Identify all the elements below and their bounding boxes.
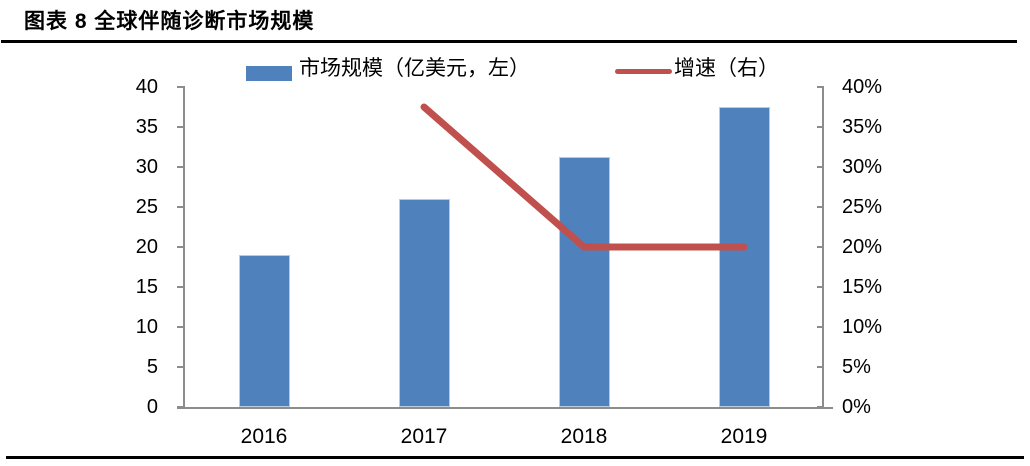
legend-label-market-size: 市场规模（亿美元，左） — [299, 57, 530, 80]
line-series-swatch-icon — [615, 69, 672, 74]
x-axis — [177, 407, 833, 409]
figure-bottom-divider — [6, 456, 1024, 459]
right-axis-tick-label: 20% — [842, 236, 883, 258]
left-y-axis — [183, 86, 185, 409]
x-axis-label-2019: 2019 — [720, 425, 768, 448]
bar-2017 — [398, 199, 450, 407]
bar-series-swatch-icon — [246, 66, 292, 81]
left-axis-tick — [177, 366, 184, 368]
right-axis-tick-label: 30% — [842, 156, 883, 178]
right-axis-tick-label: 10% — [842, 316, 883, 338]
legend-item-market-size: 市场规模（亿美元，左） — [246, 56, 530, 82]
right-axis-tick — [817, 126, 823, 128]
left-axis-tick — [177, 286, 184, 288]
legend-item-growth: 增速（右） — [615, 56, 779, 82]
right-axis-tick — [817, 166, 823, 168]
bar-2016 — [238, 255, 290, 407]
right-axis-tick — [817, 326, 823, 328]
bar-2018 — [558, 156, 610, 407]
chart-title: 图表 8 全球伴随诊断市场规模 — [24, 10, 315, 33]
title-divider — [1, 40, 1017, 43]
left-axis-tick — [177, 406, 184, 408]
x-axis-label-2016: 2016 — [240, 425, 288, 448]
right-axis-tick-label: 0% — [842, 396, 871, 418]
x-axis-label-2017: 2017 — [400, 425, 448, 448]
left-axis-tick — [177, 206, 184, 208]
left-axis-tick-label: 10 — [135, 316, 158, 338]
left-axis-tick-label: 0 — [146, 396, 158, 418]
right-axis-tick-label: 35% — [842, 116, 883, 138]
right-axis-tick — [817, 206, 823, 208]
right-axis-tick-label: 5% — [842, 356, 871, 378]
right-axis-tick — [817, 406, 823, 408]
right-y-axis — [822, 86, 824, 409]
right-axis-tick — [817, 86, 823, 88]
left-axis-tick-label: 30 — [135, 156, 158, 178]
left-axis-tick-label: 25 — [135, 196, 158, 218]
left-axis-tick — [177, 166, 184, 168]
left-axis-tick-label: 40 — [135, 76, 158, 98]
right-axis-tick-label: 25% — [842, 196, 883, 218]
left-axis-tick — [177, 86, 184, 88]
legend-label-growth: 增速（右） — [674, 57, 779, 80]
right-axis-tick-label: 40% — [842, 76, 883, 98]
bar-2019 — [718, 107, 770, 407]
left-axis-tick — [177, 326, 184, 328]
right-axis-tick — [817, 246, 823, 248]
left-axis-tick-label: 5 — [146, 356, 158, 378]
left-axis-tick — [177, 246, 184, 248]
left-axis-tick — [177, 126, 184, 128]
right-axis-tick-label: 15% — [842, 276, 883, 298]
right-axis-tick — [817, 366, 823, 368]
x-axis-label-2018: 2018 — [560, 425, 608, 448]
left-axis-tick-label: 35 — [135, 116, 158, 138]
right-axis-tick — [817, 286, 823, 288]
left-axis-tick-label: 15 — [135, 276, 158, 298]
left-axis-tick-label: 20 — [135, 236, 158, 258]
